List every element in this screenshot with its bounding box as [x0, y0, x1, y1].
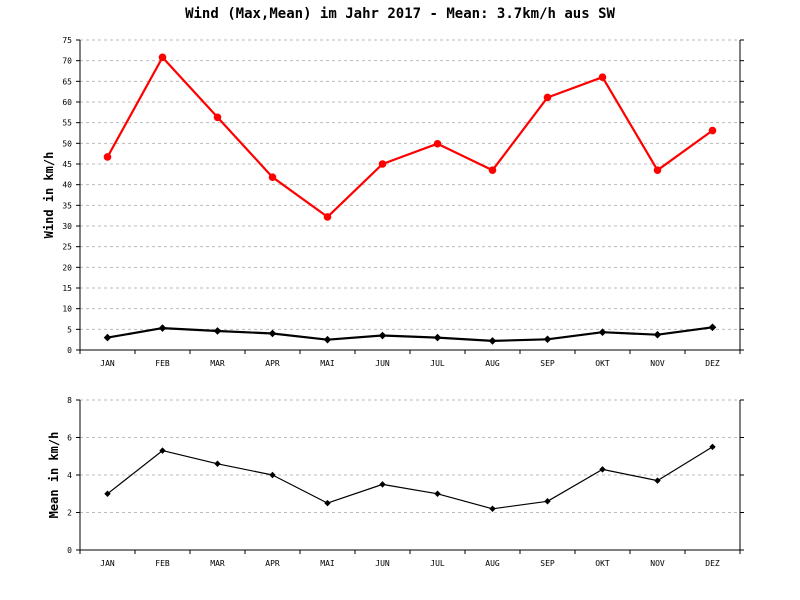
data-point — [379, 481, 386, 488]
x-tick-label: APR — [265, 559, 280, 568]
data-point — [544, 498, 551, 505]
y-tick-label: 6 — [67, 434, 72, 443]
x-tick-label: MAI — [320, 359, 335, 368]
data-point — [708, 323, 717, 332]
x-tick-label: OKT — [595, 559, 610, 568]
data-point — [598, 73, 607, 81]
chart-title: Wind (Max,Mean) im Jahr 2017 - Mean: 3.7… — [185, 6, 615, 22]
x-tick-label: DEZ — [705, 359, 720, 368]
y-tick-label: 0 — [67, 546, 72, 555]
y-tick-label: 35 — [62, 201, 72, 210]
data-point — [378, 331, 387, 340]
x-tick-label: JUL — [430, 359, 445, 368]
data-point — [323, 213, 332, 221]
data-point — [103, 153, 112, 161]
x-tick-label: FEB — [155, 359, 170, 368]
y-tick-label: 10 — [62, 305, 72, 314]
series-line-1 — [107, 326, 713, 342]
data-point — [268, 329, 277, 338]
y-axis-label: Mean in km/h — [47, 432, 61, 519]
data-point — [104, 490, 111, 497]
x-tick-label: APR — [265, 359, 280, 368]
x-tick-label: OKT — [595, 359, 610, 368]
data-point — [323, 335, 332, 344]
data-point — [653, 330, 662, 339]
data-point — [324, 499, 331, 507]
data-point — [488, 166, 497, 174]
data-point — [488, 337, 497, 345]
y-tick-label: 0 — [67, 346, 72, 355]
x-tick-label: NOV — [650, 359, 665, 368]
series-line-0 — [107, 446, 713, 510]
x-tick-label: JUN — [375, 359, 390, 368]
y-tick-label: 65 — [62, 77, 72, 86]
x-tick-label: AUG — [485, 359, 500, 368]
data-point — [214, 460, 221, 467]
data-point — [543, 93, 552, 102]
y-tick-label: 4 — [67, 471, 72, 480]
data-point — [598, 328, 607, 337]
x-tick-label: SEP — [540, 559, 555, 568]
y-tick-label: 2 — [67, 509, 72, 518]
data-point — [433, 139, 442, 148]
data-point — [708, 126, 717, 135]
data-point — [653, 166, 662, 174]
max-mean-chart: 0 5 10 15 20 25 30 35 40 45 50 55 60 65 70 75 JAN FEB MAR A… — [42, 36, 744, 368]
y-tick-label: 50 — [62, 139, 72, 148]
data-point — [158, 324, 167, 332]
mean-chart: 0 2 4 6 8 JAN FEB MAR APR MAI JUN JUL AUG SEP OKT NOV DE… — [47, 396, 744, 568]
y-axis-label: Wind in km/h — [42, 152, 56, 239]
data-point — [599, 466, 606, 473]
x-tick-label: JUL — [430, 559, 445, 568]
x-tick-label: AUG — [485, 559, 500, 568]
x-tick-label: FEB — [155, 559, 170, 568]
x-tick-label: SEP — [540, 359, 555, 368]
y-tick-label: 45 — [62, 160, 72, 169]
x-tick-label: MAI — [320, 559, 335, 568]
x-tick-label: JUN — [375, 559, 390, 568]
data-point — [543, 335, 552, 344]
data-point — [158, 53, 167, 62]
y-tick-label: 5 — [67, 325, 72, 334]
data-point — [433, 333, 442, 342]
y-tick-label: 8 — [67, 396, 72, 405]
y-tick-label: 30 — [62, 222, 72, 231]
x-tick-label: MAR — [210, 559, 225, 568]
y-tick-label: 20 — [62, 263, 72, 272]
x-tick-label: JAN — [100, 359, 115, 368]
data-point — [159, 447, 166, 454]
y-tick-label: 75 — [62, 36, 72, 45]
y-tick-label: 15 — [62, 284, 72, 293]
data-point — [213, 327, 222, 335]
y-tick-label: 25 — [62, 243, 72, 252]
y-tick-label: 60 — [62, 98, 72, 107]
x-tick-label: DEZ — [705, 559, 720, 568]
y-tick-label: 70 — [62, 57, 72, 66]
data-point — [654, 477, 661, 484]
data-point — [213, 113, 222, 122]
data-point — [489, 505, 496, 512]
data-point — [269, 471, 276, 479]
x-tick-label: JAN — [100, 559, 115, 568]
x-tick-label: MAR — [210, 359, 225, 368]
y-tick-label: 40 — [62, 181, 72, 190]
series-line-0 — [106, 56, 714, 218]
data-point — [709, 443, 716, 451]
data-point — [434, 490, 441, 497]
data-point — [103, 333, 112, 342]
x-tick-label: NOV — [650, 559, 665, 568]
y-tick-label: 55 — [62, 119, 72, 128]
data-point — [268, 173, 277, 182]
data-point — [378, 160, 387, 168]
